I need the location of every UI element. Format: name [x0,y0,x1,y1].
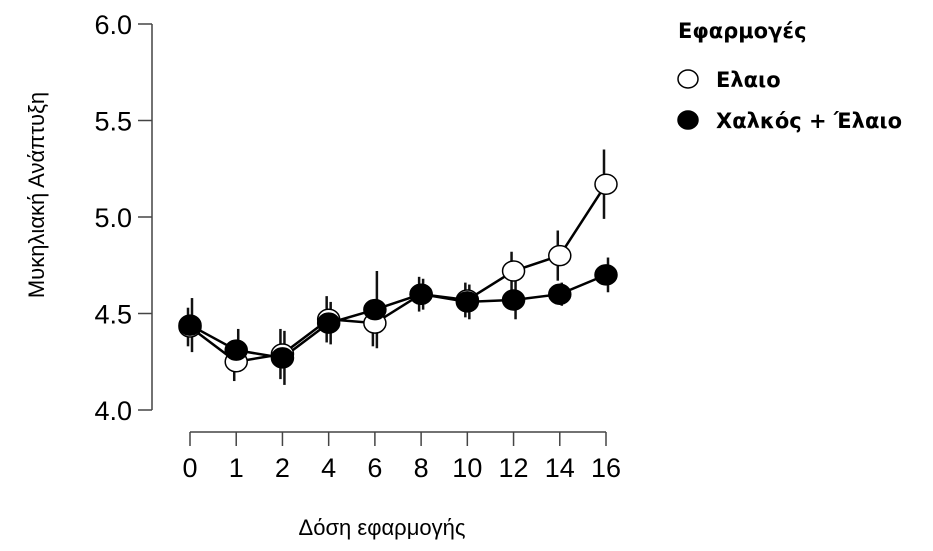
data-point [548,283,572,305]
x-tick-label: 12 [499,453,529,483]
data-point [224,339,248,361]
data-point [594,173,618,195]
legend-label: Χαλκός + Έλαιο [716,109,902,133]
y-tick-label: 6.0 [94,10,132,40]
series-line [189,183,608,364]
series-line [189,273,607,360]
data-point [409,283,433,305]
x-axis: 0 1 2 4 6 8 10 12 14 16 [182,431,621,483]
y-tick-label: 4.0 [94,396,132,426]
legend-label: Ελαιο [716,68,781,92]
x-tick-label: 2 [275,453,290,483]
x-tick-label: 4 [321,453,336,483]
data-point [178,314,202,336]
legend-marker [677,110,699,130]
legend: Εφαρμογές Ελαιο Χαλκός + Έλαιο [677,19,902,133]
x-tick-label: 1 [229,453,244,483]
legend-title: Εφαρμογές [678,19,807,43]
y-axis: 4.0 4.5 5.0 5.5 6.0 [94,10,153,426]
y-axis-title: Μυκηλιακή Ανάπτυξη [24,92,49,298]
data-point [548,244,572,267]
data-point [501,260,526,282]
x-tick-label: 8 [414,453,429,483]
legend-marker [677,69,699,89]
series-layer [178,149,618,385]
x-tick-label: 14 [545,453,575,483]
data-point [270,347,295,369]
x-tick-label: 10 [452,453,482,483]
y-tick-label: 5.0 [94,203,132,233]
x-axis-title: Δόση εφαρμογής [299,515,466,540]
data-point [316,312,341,334]
data-point [455,291,480,313]
x-tick-label: 6 [367,453,382,483]
data-point [594,264,618,286]
x-tick-label: 16 [591,453,621,483]
x-tick-label: 0 [182,453,197,483]
y-tick-label: 5.5 [94,107,132,137]
data-point [501,289,526,311]
y-tick-label: 4.5 [94,300,132,330]
data-point [363,298,387,321]
